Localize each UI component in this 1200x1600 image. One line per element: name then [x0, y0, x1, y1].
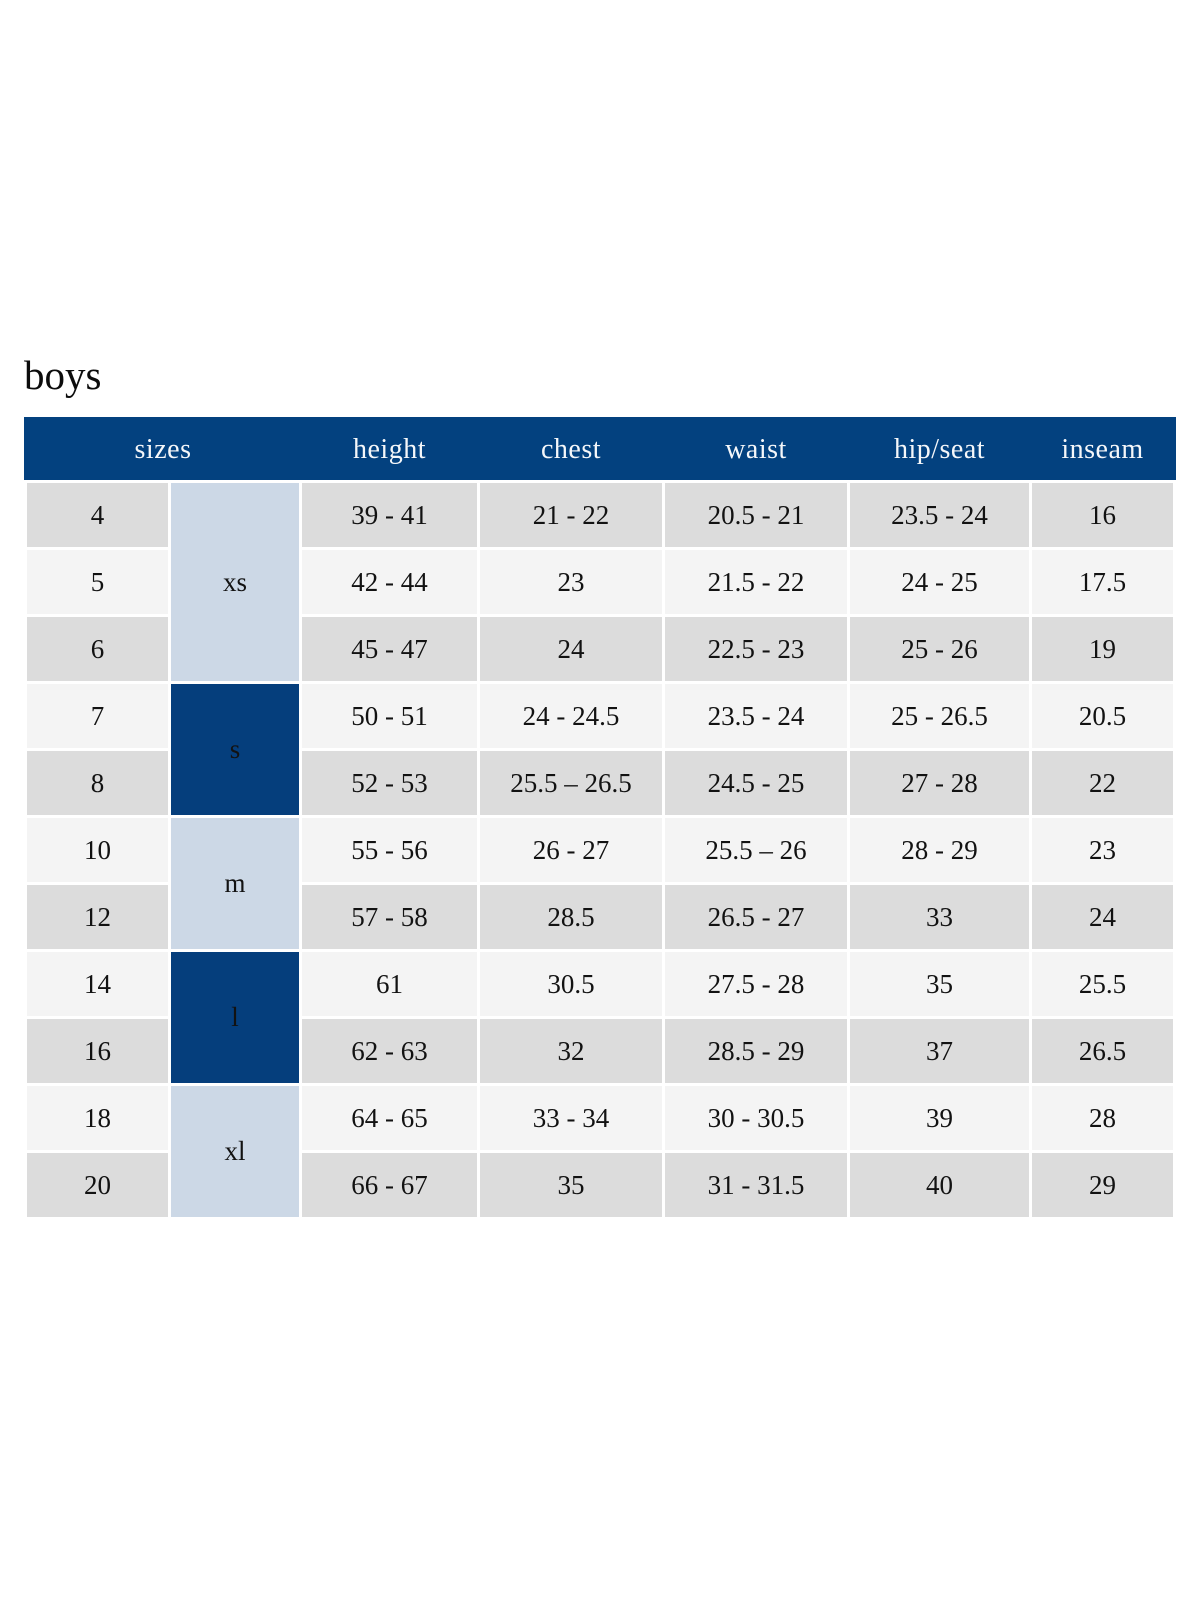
- size-cell: 10: [27, 818, 168, 882]
- header-row: sizes height chest waist hip/seat inseam: [27, 420, 1173, 480]
- inseam-cell: 26.5: [1032, 1019, 1173, 1083]
- chest-cell: 23: [480, 550, 662, 614]
- table-header-bar: [24, 417, 1176, 480]
- table-row: 7 s 50 - 51 24 - 24.5 23.5 - 24 25 - 26.5 20.5: [27, 684, 1173, 815]
- table-row: 18 xl 64 - 65 33 - 34 30 - 30.5 39 28: [27, 1086, 1173, 1217]
- size-cell: 16: [27, 1019, 168, 1083]
- inseam-cell: 16: [1032, 483, 1173, 547]
- column-header-chest: chest: [540, 434, 602, 465]
- inseam-cell: 29: [1032, 1153, 1173, 1217]
- hip-seat-cell: 35: [850, 952, 1029, 1016]
- chest-cell: 24: [480, 617, 662, 681]
- waist-cell: 23.5 - 24: [665, 684, 847, 748]
- hip-seat-cell: 28 - 29: [850, 818, 1029, 882]
- inseam-cell: 19: [1032, 617, 1173, 681]
- inseam-cell: 25.5: [1032, 952, 1173, 1016]
- chest-cell: 25.5 – 26.5: [480, 751, 662, 815]
- column-header-height: height: [353, 434, 426, 465]
- column-header-inseam: inseam: [1061, 434, 1144, 465]
- size-group-cell: xs: [171, 483, 299, 681]
- hip-seat-cell: 24 - 25: [850, 550, 1029, 614]
- inseam-cell: 24: [1032, 885, 1173, 949]
- hip-seat-cell: 25 - 26.5: [850, 684, 1029, 748]
- height-cell: 62 - 63: [302, 1019, 477, 1083]
- table-row: 6 45 - 47 24 22.5 - 23 25 - 26 19: [27, 617, 1173, 681]
- chest-cell: 24 - 24.5: [480, 684, 662, 748]
- table-row: 16 62 - 63 32 28.5 - 29 37 26.5: [27, 1019, 1173, 1083]
- height-cell: 64 - 65: [302, 1086, 477, 1150]
- height-cell: 61: [302, 952, 477, 1016]
- size-cell: 6: [27, 617, 168, 681]
- chest-cell: 30.5: [480, 952, 662, 1016]
- chest-cell: 33 - 34: [480, 1086, 662, 1150]
- waist-cell: 28.5 - 29: [665, 1019, 847, 1083]
- size-group-cell: m: [171, 818, 299, 949]
- inseam-cell: 20.5: [1032, 684, 1173, 748]
- size-table-body: 4 xs 39 - 41 21 - 22 20.5 - 21 23.5 - 24 16 5 42…: [27, 483, 1173, 1217]
- chest-cell: 21 - 22: [480, 483, 662, 547]
- waist-cell: 26.5 - 27: [665, 885, 847, 949]
- size-group-cell: s: [171, 684, 299, 815]
- height-cell: 57 - 58: [302, 885, 477, 949]
- height-cell: 39 - 41: [302, 483, 477, 547]
- hip-seat-cell: 27 - 28: [850, 751, 1029, 815]
- table-row: 12 57 - 58 28.5 26.5 - 27 33 24: [27, 885, 1173, 949]
- size-table: sizes height chest waist hip/seat inseam…: [24, 417, 1176, 1220]
- size-cell: 14: [27, 952, 168, 1016]
- size-cell: 5: [27, 550, 168, 614]
- table-row: 14 l 61 30.5 27.5 - 28 35 25.5: [27, 952, 1173, 1083]
- inseam-cell: 28: [1032, 1086, 1173, 1150]
- hip-seat-cell: 33: [850, 885, 1029, 949]
- inseam-cell: 23: [1032, 818, 1173, 882]
- size-group-cell: xl: [171, 1086, 299, 1217]
- waist-cell: 30 - 30.5: [665, 1086, 847, 1150]
- hip-seat-cell: 37: [850, 1019, 1029, 1083]
- waist-cell: 31 - 31.5: [665, 1153, 847, 1217]
- height-cell: 55 - 56: [302, 818, 477, 882]
- table-row: 4 xs 39 - 41 21 - 22 20.5 - 21 23.5 - 24 16: [27, 483, 1173, 681]
- table-row: 8 52 - 53 25.5 – 26.5 24.5 - 25 27 - 28 22: [27, 751, 1173, 815]
- column-header-hip-seat: hip/seat: [893, 434, 986, 465]
- waist-cell: 24.5 - 25: [665, 751, 847, 815]
- column-header-waist: waist: [725, 434, 787, 465]
- chest-cell: 28.5: [480, 885, 662, 949]
- height-cell: 52 - 53: [302, 751, 477, 815]
- waist-cell: 20.5 - 21: [665, 483, 847, 547]
- chest-cell: 32: [480, 1019, 662, 1083]
- height-cell: 66 - 67: [302, 1153, 477, 1217]
- waist-cell: 21.5 - 22: [665, 550, 847, 614]
- hip-seat-cell: 25 - 26: [850, 617, 1029, 681]
- table-row: 5 42 - 44 23 21.5 - 22 24 - 25 17.5: [27, 550, 1173, 614]
- page-title: boys: [24, 352, 102, 398]
- size-cell: 7: [27, 684, 168, 748]
- size-cell: 18: [27, 1086, 168, 1150]
- inseam-cell: 17.5: [1032, 550, 1173, 614]
- height-cell: 45 - 47: [302, 617, 477, 681]
- hip-seat-cell: 39: [850, 1086, 1029, 1150]
- size-group-cell: l: [171, 952, 299, 1083]
- size-chart: sizes height chest waist hip/seat inseam…: [24, 417, 1176, 1220]
- size-cell: 12: [27, 885, 168, 949]
- waist-cell: 22.5 - 23: [665, 617, 847, 681]
- hip-seat-cell: 23.5 - 24: [850, 483, 1029, 547]
- table-row: 20 66 - 67 35 31 - 31.5 40 29: [27, 1153, 1173, 1217]
- size-cell: 8: [27, 751, 168, 815]
- table-row: 10 m 55 - 56 26 - 27 25.5 – 26 28 - 29 23: [27, 818, 1173, 949]
- column-header-sizes: sizes: [134, 434, 192, 465]
- waist-cell: 27.5 - 28: [665, 952, 847, 1016]
- chest-cell: 26 - 27: [480, 818, 662, 882]
- size-cell: 4: [27, 483, 168, 547]
- chest-cell: 35: [480, 1153, 662, 1217]
- hip-seat-cell: 40: [850, 1153, 1029, 1217]
- inseam-cell: 22: [1032, 751, 1173, 815]
- height-cell: 42 - 44: [302, 550, 477, 614]
- size-cell: 20: [27, 1153, 168, 1217]
- waist-cell: 25.5 – 26: [665, 818, 847, 882]
- height-cell: 50 - 51: [302, 684, 477, 748]
